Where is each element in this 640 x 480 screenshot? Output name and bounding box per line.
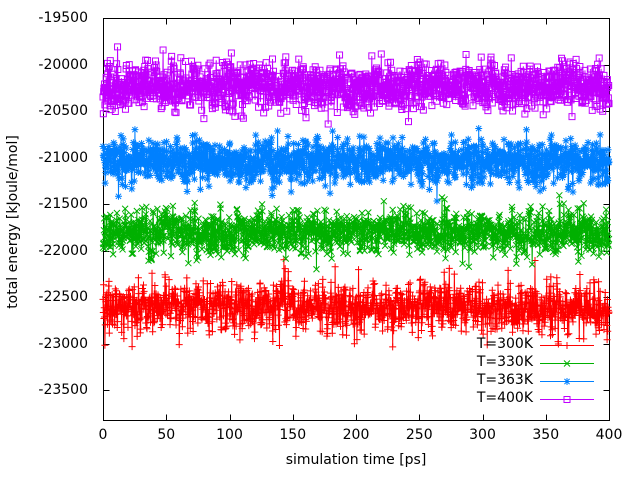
x-tick-label: 400	[595, 427, 623, 443]
x-tick-label: 50	[157, 427, 176, 443]
y-tick-label: -23000	[38, 335, 88, 352]
x-axis-title: simulation time [ps]	[285, 452, 427, 468]
x-tick-label: 350	[532, 427, 560, 443]
x-tick-label: 250	[405, 427, 433, 443]
legend-label-t-300k: T=300K	[476, 336, 533, 352]
y-tick-label: -22500	[38, 289, 88, 306]
y-tick-label: -20000	[38, 56, 88, 73]
x-tick-label: 100	[216, 427, 243, 443]
y-tick-label: -22000	[38, 242, 88, 259]
legend-label-t-400k: T=400K	[476, 390, 533, 406]
x-tick-label: 150	[279, 427, 307, 443]
x-tick-label: 200	[342, 427, 370, 443]
y-tick-label: -20500	[38, 103, 88, 119]
legend-label-t-363k: T=363K	[476, 372, 533, 388]
y-tick-label: -21000	[38, 149, 88, 166]
y-tick-label: -23500	[38, 382, 88, 399]
x-tick-label: 300	[469, 427, 496, 443]
x-tick-label: 0	[98, 427, 108, 443]
y-tick-label: -19500	[38, 10, 88, 26]
legend-label-t-330k: T=330K	[476, 354, 533, 370]
y-tick-label: -21500	[38, 196, 88, 213]
